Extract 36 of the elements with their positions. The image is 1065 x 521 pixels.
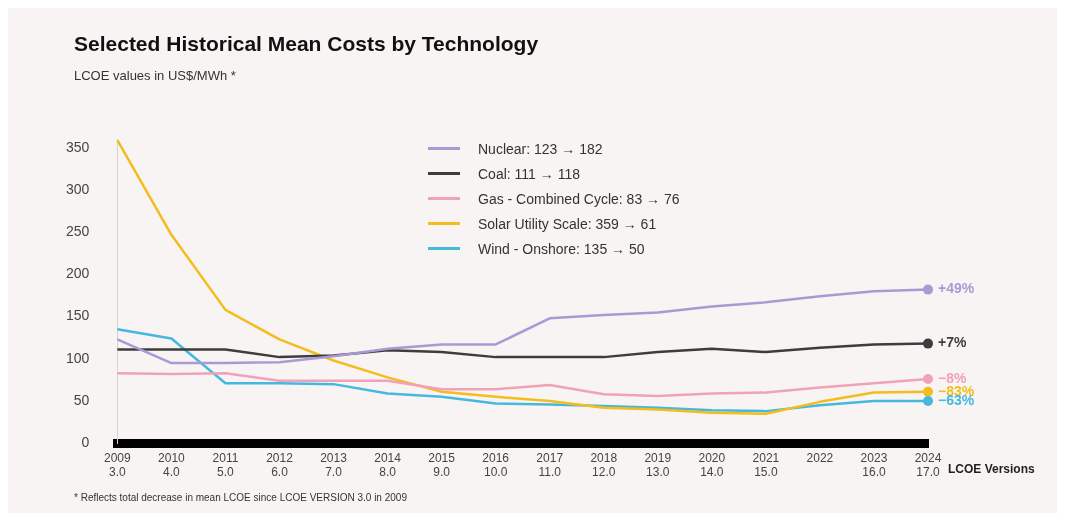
y-tick-label: 350 (66, 138, 90, 155)
x-axis-title: LCOE Versions (948, 461, 1036, 476)
legend-label: Coal: 111 → 118 (478, 165, 580, 182)
y-tick-label: 200 (66, 265, 90, 282)
legend-label: Solar Utility Scale: 359 → 61 (478, 215, 657, 232)
y-tick-label: 300 (66, 180, 90, 197)
x-tick-label: 2009 3.0 (104, 450, 132, 480)
y-tick-label: 0 (81, 434, 90, 451)
x-tick-label: 2014 8.0 (374, 450, 402, 480)
x-tick-label: 2010 4.0 (158, 450, 186, 480)
x-tick-label: 2022 (806, 450, 834, 465)
x-tick-label: 2013 7.0 (320, 450, 348, 480)
annotation: +7% (938, 334, 967, 351)
x-tick-label: 2023 16.0 (860, 450, 888, 480)
x-tick-label: 2012 6.0 (266, 450, 294, 480)
x-tick-label: 2016 10.0 (482, 450, 510, 480)
x-tick-label: 2019 13.0 (644, 450, 672, 480)
y-tick-label: 250 (66, 223, 90, 240)
x-tick-label: 2024 17.0 (914, 450, 942, 480)
x-tick-label: 2015 9.0 (428, 450, 456, 480)
text: * Reflects total decrease in mean LCOE since LCOE VERSION 3.0 in 2009 (74, 492, 407, 503)
legend-label: Wind - Onshore: 135 → 50 (478, 240, 645, 257)
x-tick-label: 2018 12.0 (590, 450, 618, 480)
y-tick-label: 50 (73, 391, 90, 408)
y-tick-label: 100 (66, 349, 90, 366)
y-tick-label: 150 (66, 307, 90, 324)
legend-label: Nuclear: 123 → 182 (478, 140, 603, 157)
x-tick-label: 2011 5.0 (212, 450, 239, 480)
chart-title: Selected Historical Mean Costs by Technology (74, 32, 539, 56)
x-tick-label: 2017 11.0 (536, 450, 564, 480)
chart-subtitle: LCOE values in US$/MWh * (74, 68, 236, 83)
x-tick-label: 2020 14.0 (698, 450, 726, 480)
annotation: −8% (938, 369, 967, 386)
annotation: +49% (938, 280, 975, 297)
x-tick-label: 2021 15.0 (752, 450, 780, 480)
legend-label: Gas - Combined Cycle: 83 → 76 (478, 190, 680, 207)
